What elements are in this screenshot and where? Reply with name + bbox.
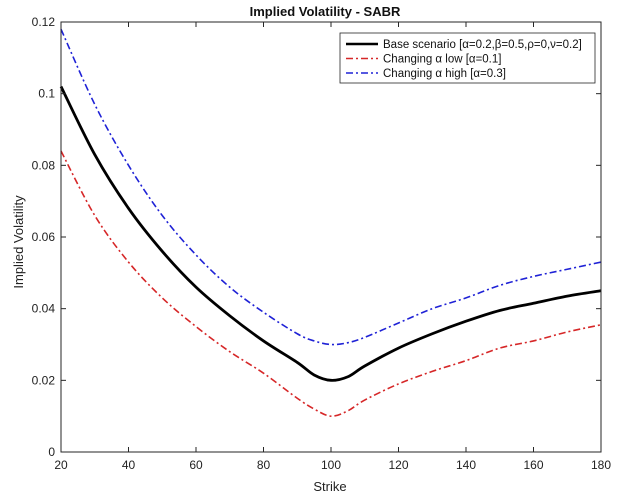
legend-label-base-scenario: Base scenario [α=0.2,β=0.5,ρ=0,ν=0.2]	[383, 39, 582, 51]
x-tick-label: 60	[189, 458, 203, 472]
y-tick-label: 0	[48, 445, 55, 459]
series-line-alpha-low	[60, 150, 602, 417]
y-tick-label: 0.1	[38, 87, 55, 101]
series-line-alpha-high	[60, 28, 602, 346]
plot-area	[59, 22, 602, 452]
y-axis-title: Implied Volatility	[11, 195, 26, 289]
plot-background	[61, 22, 601, 452]
x-tick-label: 100	[321, 458, 341, 472]
x-tick-label: 120	[388, 458, 408, 472]
x-tick-label: 80	[257, 458, 271, 472]
series-line-base-scenario	[59, 85, 602, 382]
legend: Base scenario [α=0.2,β=0.5,ρ=0,ν=0.2] Cha…	[339, 32, 596, 84]
legend-label-alpha-low: Changing α low [α=0.1]	[383, 54, 501, 66]
x-tick-label: 20	[54, 458, 68, 472]
x-tick-label: 40	[122, 458, 136, 472]
x-tick-label: 140	[456, 458, 476, 472]
x-tick-label: 180	[591, 458, 611, 472]
y-tick-label: 0.12	[32, 15, 56, 29]
legend-box	[339, 32, 596, 84]
y-tick-label: 0.08	[32, 158, 56, 172]
y-tick-label: 0.04	[32, 302, 56, 316]
axes: 20 40 60 80 100 120 140 160 180 0 0.02 0.04 0.06 0.08…	[32, 15, 612, 472]
x-axis-title: Strike	[313, 479, 346, 494]
chart-title: Implied Volatility - SABR	[250, 4, 401, 19]
legend-label-alpha-high: Changing α high [α=0.3]	[383, 68, 506, 80]
x-tick-label: 160	[523, 458, 543, 472]
y-tick-label: 0.02	[32, 373, 56, 387]
y-tick-label: 0.06	[32, 230, 56, 244]
